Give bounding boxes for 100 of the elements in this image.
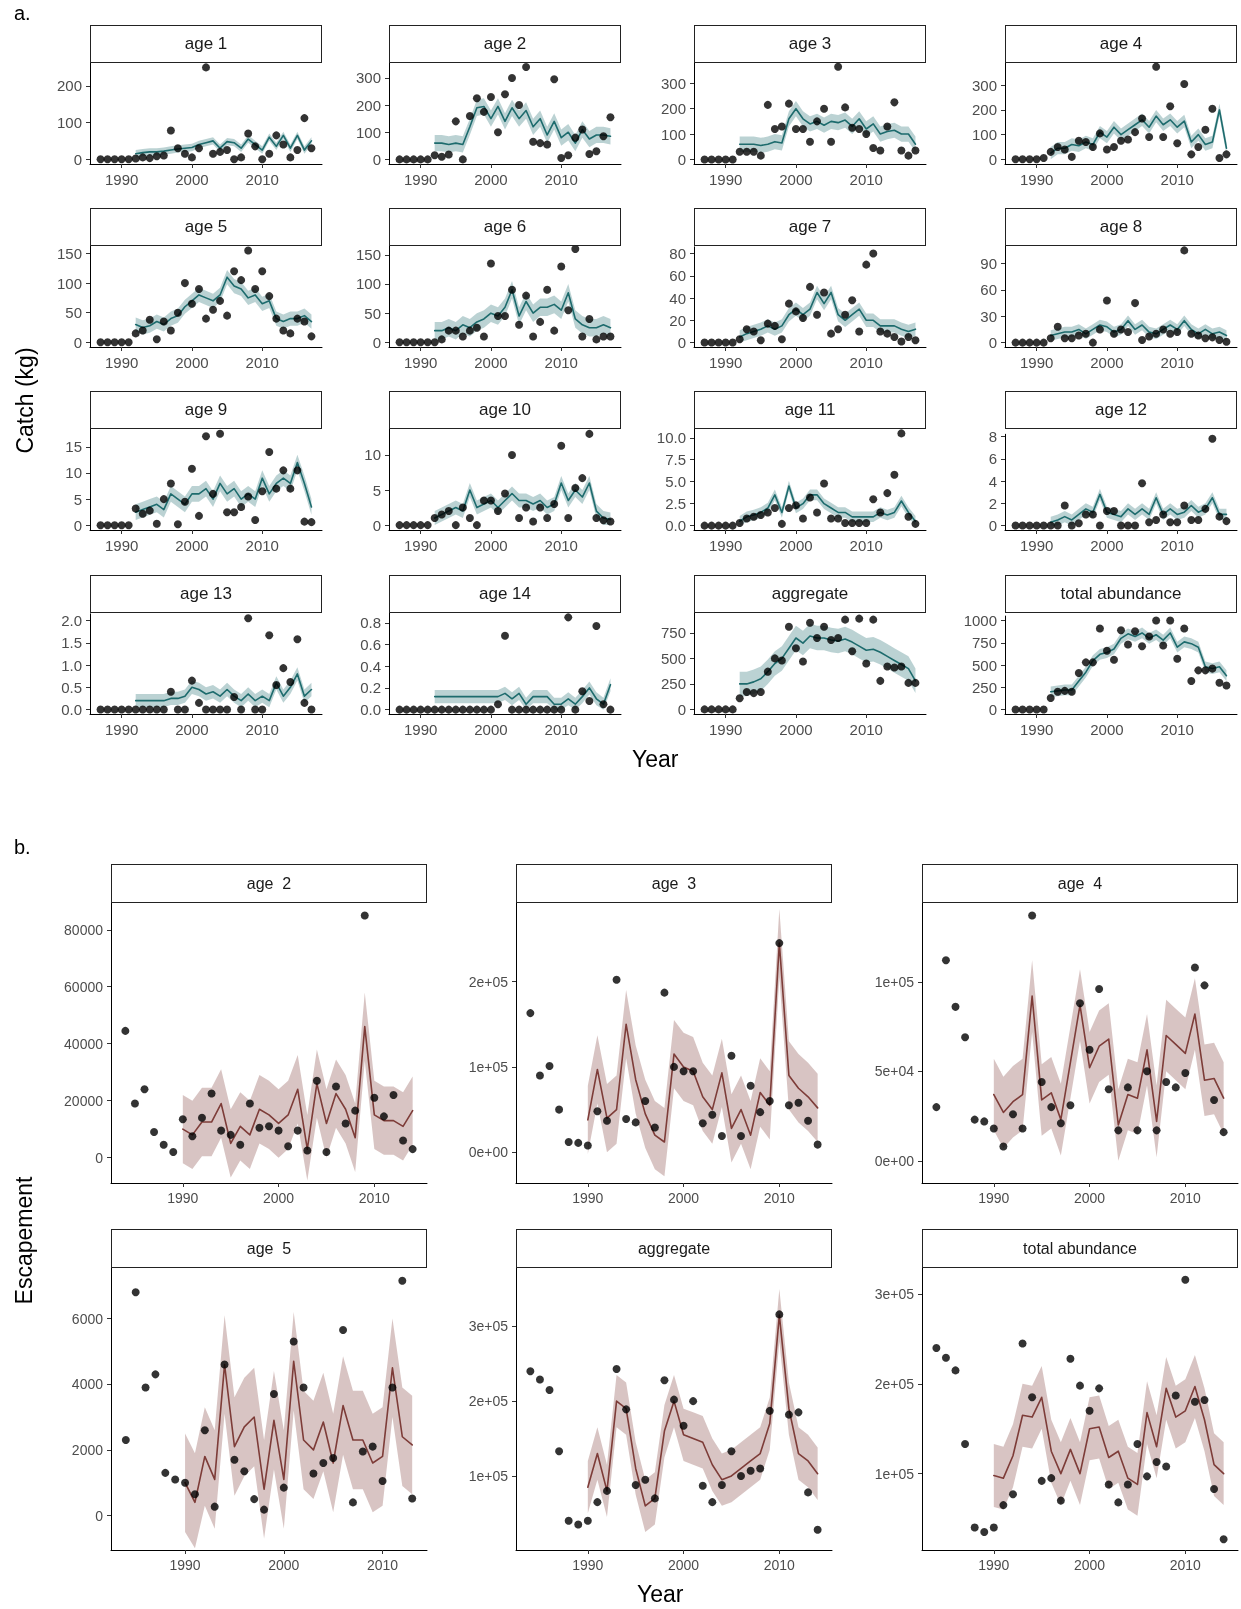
point xyxy=(138,153,147,162)
point xyxy=(564,514,573,523)
point xyxy=(210,1502,219,1511)
point xyxy=(770,321,779,330)
point xyxy=(660,1376,669,1385)
point xyxy=(593,1107,602,1116)
chart-title: age 5 xyxy=(111,1229,427,1268)
point xyxy=(103,521,112,530)
point xyxy=(293,314,302,323)
point xyxy=(140,1085,149,1094)
x-tick-label: 1990 xyxy=(403,537,438,554)
point xyxy=(1011,705,1020,714)
point xyxy=(862,130,871,139)
point xyxy=(173,308,182,317)
point xyxy=(883,122,892,131)
point xyxy=(834,63,843,71)
point xyxy=(360,911,369,920)
point xyxy=(714,705,723,714)
point xyxy=(841,615,850,624)
y-tick-label: 10.0 xyxy=(656,429,686,447)
y-tick-label: 0.4 xyxy=(360,657,381,675)
point xyxy=(557,154,566,163)
point xyxy=(749,147,758,156)
point xyxy=(1208,333,1217,342)
point xyxy=(775,939,784,948)
point xyxy=(307,518,316,527)
point xyxy=(707,338,716,347)
point xyxy=(841,103,850,112)
point xyxy=(96,338,105,347)
point xyxy=(765,1406,774,1415)
point xyxy=(251,516,260,525)
point xyxy=(883,489,892,498)
point xyxy=(670,1395,678,1404)
point xyxy=(708,1498,717,1507)
point xyxy=(131,1288,140,1297)
point xyxy=(279,326,288,335)
point xyxy=(486,259,495,268)
point xyxy=(368,1442,377,1451)
point xyxy=(188,1132,197,1141)
point xyxy=(458,503,467,512)
point xyxy=(341,1119,350,1128)
point xyxy=(1088,658,1097,667)
y-tick-label: 30 xyxy=(980,307,997,325)
y-tick-label: 1000 xyxy=(963,612,997,629)
y-tick-label: 200 xyxy=(971,101,997,119)
point xyxy=(444,150,453,159)
point xyxy=(592,147,601,156)
y-tick-label: 0 xyxy=(372,150,381,168)
point xyxy=(258,705,267,714)
point xyxy=(307,144,316,153)
point xyxy=(202,63,210,72)
y-tick-label: 300 xyxy=(660,74,686,92)
point xyxy=(522,63,531,72)
y-tick-label: 100 xyxy=(355,275,381,293)
chart-title: total abundance xyxy=(922,1229,1238,1268)
point xyxy=(770,504,779,513)
point xyxy=(300,698,309,707)
point xyxy=(1124,135,1133,144)
point xyxy=(820,622,829,631)
point xyxy=(961,1440,970,1449)
point xyxy=(763,100,772,109)
point xyxy=(806,137,814,146)
point xyxy=(1133,1126,1142,1135)
point xyxy=(763,319,772,328)
point xyxy=(493,700,502,709)
point xyxy=(1032,705,1041,714)
point xyxy=(550,326,559,335)
point xyxy=(813,310,822,319)
point xyxy=(735,694,744,703)
point xyxy=(555,1105,564,1114)
point xyxy=(804,1488,813,1497)
point xyxy=(272,484,281,493)
point xyxy=(791,501,800,510)
y-tick-label: 3e+05 xyxy=(874,1286,915,1303)
point xyxy=(1081,138,1090,147)
point xyxy=(1074,136,1083,145)
y-tick-label: 10 xyxy=(65,464,82,482)
point xyxy=(416,705,425,714)
y-tick-label: 1.5 xyxy=(61,634,82,652)
point xyxy=(869,495,878,504)
point xyxy=(1066,1101,1075,1110)
x-tick-label: 2000 xyxy=(175,537,209,554)
y-tick-label: 40 xyxy=(669,289,686,307)
point xyxy=(869,249,878,258)
point xyxy=(458,705,467,714)
point xyxy=(501,489,509,498)
y-tick-label: 0 xyxy=(988,517,997,535)
point xyxy=(777,122,786,131)
point xyxy=(571,705,580,714)
point xyxy=(1102,145,1111,154)
point xyxy=(735,518,744,527)
point xyxy=(1011,155,1020,164)
x-tick-label: 2000 xyxy=(175,354,209,371)
point xyxy=(307,705,316,714)
chart-title: aggregate xyxy=(516,1229,832,1268)
x-tick-label: 2010 xyxy=(245,537,279,554)
x-tick-label: 2000 xyxy=(1090,171,1124,188)
point xyxy=(564,613,573,622)
point xyxy=(707,705,716,714)
point xyxy=(742,147,751,156)
